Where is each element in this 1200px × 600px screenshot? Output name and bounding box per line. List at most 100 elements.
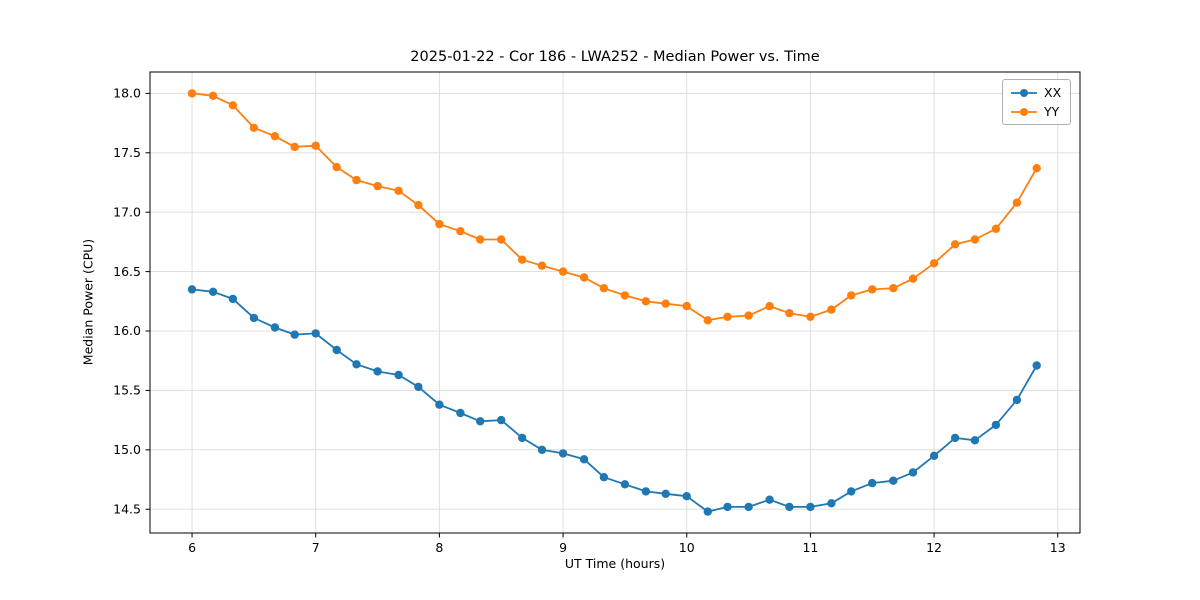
axes-frame [149,71,1081,534]
series-XX-marker [620,480,630,489]
series-YY-marker [579,273,589,282]
series-XX-marker [889,476,898,485]
series-YY [187,89,1041,325]
series-YY-marker [352,175,361,185]
series-YY-marker [456,227,465,236]
x-tick-label: 8 [435,540,443,555]
series-YY-marker [1012,198,1022,207]
series-XX-marker [579,455,589,464]
series-YY-marker [518,255,527,264]
series-YY-marker [950,240,960,249]
series-XX-marker [518,433,527,443]
legend-entry-YY: YY [1010,104,1061,119]
series-XX-marker [785,502,794,512]
series-YY-marker [908,274,918,283]
y-tick-label: 18.0 [113,86,141,101]
series-XX-marker [270,323,280,332]
x-axis-ticks: 6 7 8 9 10 11 12 13 [188,533,1066,555]
series-XX-marker [497,415,506,425]
grid-lines [150,72,1080,533]
series-XX-marker [929,451,939,460]
series-YY-marker [394,186,403,195]
series-XX-marker [908,468,918,477]
legend-line-icon [1011,107,1037,116]
x-tick-label: 9 [559,540,567,555]
series-XX-marker [991,420,1001,430]
series-YY-marker [868,285,877,294]
series-YY-marker [991,224,1001,233]
y-tick-label: 17.0 [113,204,141,219]
series-XX-marker [847,487,856,496]
chart-title: 2025-01-22 - Cor 186 - LWA252 - Median P… [410,49,820,65]
series-YY-marker [970,235,980,244]
series-YY-marker [744,311,753,320]
y-tick-label: 16.5 [113,264,141,279]
y-tick-label: 15.0 [113,442,141,457]
series-YY-marker [228,101,238,110]
series-YY-marker [661,299,670,308]
series-XX-marker [703,507,712,516]
series-XX [187,285,1041,516]
series-XX-marker [187,285,197,294]
x-tick-label: 10 [679,540,695,555]
legend-entry-XX: XX [1010,85,1061,100]
series-XX-marker [311,329,320,338]
series-YY-marker [249,123,259,132]
series-YY-line [191,92,1038,322]
series-YY-marker [620,291,630,300]
series-XX-marker [414,382,423,392]
series-YY-marker [414,200,423,210]
series-YY-marker [641,297,651,306]
series-YY-marker [311,141,320,150]
x-tick-label: 7 [312,540,320,555]
series-XX-marker [394,370,403,380]
series-XX-marker [827,499,836,508]
x-tick-label: 11 [802,540,818,555]
series-XX-marker [682,492,691,501]
y-tick-label: 17.5 [113,145,141,160]
series-XX-marker [1032,361,1041,370]
series-XX-marker [599,473,609,482]
series-XX-marker [435,400,444,409]
series-XX-marker [558,449,568,458]
series-XX-marker [208,287,218,296]
series-XX-marker [373,367,382,376]
series-YY-marker [703,316,712,325]
series-YY-marker [476,235,485,244]
series-XX-marker [806,502,815,512]
y-tick-label: 16.0 [113,323,141,338]
series-XX-marker [290,330,299,339]
y-tick-label: 14.5 [113,501,141,516]
series-YY-marker [1032,164,1041,173]
series-YY-marker [929,259,939,268]
series-XX-marker [476,417,485,426]
legend-label: XX [1044,85,1062,100]
series-XX-marker [641,487,651,496]
x-tick-label: 12 [926,540,942,555]
series-YY-marker [889,284,898,293]
legend-label: YY [1044,104,1060,119]
series-XX-marker [228,294,238,304]
series-YY-marker [187,89,197,98]
series-XX-marker [950,433,960,443]
series-YY-marker [497,235,506,244]
series-YY-marker [599,284,609,293]
series-YY-marker [332,162,341,172]
series-XX-marker [456,408,465,418]
series-XX-marker [744,502,753,512]
series-XX-line [191,288,1038,513]
x-tick-label: 6 [188,540,196,555]
series-YY-marker [785,309,794,318]
y-tick-label: 15.5 [113,383,141,398]
series-XX-marker [1012,395,1022,405]
x-tick-label: 13 [1050,540,1066,555]
y-axis-ticks: 14.5 15.0 15.5 16.0 16.5 17.0 17.5 18.0 [113,86,150,516]
y-axis-label: Median Power (CPU) [80,238,96,366]
series-YY-marker [373,181,382,191]
series-XX-marker [332,345,341,355]
series-YY-marker [847,291,856,300]
series-XX-marker [661,489,670,498]
series-YY-marker [723,312,732,321]
